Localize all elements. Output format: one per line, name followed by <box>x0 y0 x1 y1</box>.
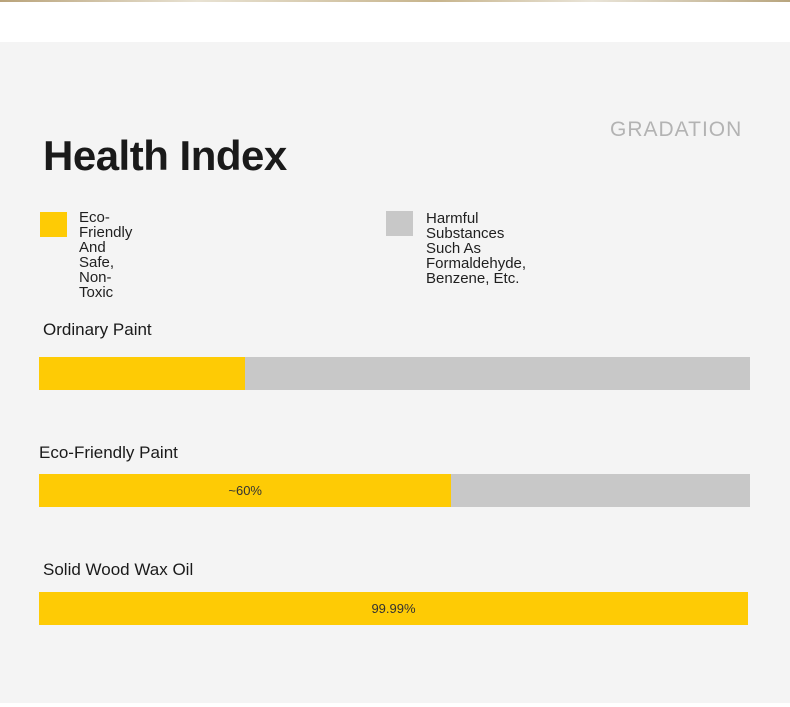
bar-value-label-eco-friendly-paint: ~60% <box>228 483 262 498</box>
bar-label-eco-friendly-paint: Eco-Friendly Paint <box>39 443 178 462</box>
bar-segment-solid-wood-wax-oil-safe <box>39 592 748 625</box>
yellow-square-icon <box>40 212 67 237</box>
gradation-label: GRADATION <box>610 118 743 141</box>
gray-square-icon <box>386 211 413 236</box>
bar-label-ordinary-paint: Ordinary Paint <box>43 320 152 339</box>
bar-value-label-solid-wood-wax-oil: 99.99% <box>371 601 416 616</box>
bar-segment-eco-friendly-paint-safe <box>39 474 452 507</box>
page-title: Health Index <box>43 132 287 179</box>
legend-label-harmful: Harmful Substances Such As Formaldehyde,… <box>426 210 527 287</box>
legend-label-eco-friendly: Eco-Friendly And Safe, Non-Toxic <box>79 209 133 301</box>
bar-label-solid-wood-wax-oil: Solid Wood Wax Oil <box>43 560 194 579</box>
bar-segment-eco-friendly-paint-harmful <box>451 474 750 507</box>
bar-track-solid-wood-wax-oil: 99.99% <box>39 592 748 625</box>
bar-track-eco-friendly-paint: ~60% <box>39 474 750 507</box>
bar-track-ordinary-paint <box>39 357 750 390</box>
bar-segment-ordinary-paint-safe <box>39 357 246 390</box>
top-image-strip <box>0 0 790 2</box>
bar-segment-ordinary-paint-harmful <box>245 357 750 390</box>
